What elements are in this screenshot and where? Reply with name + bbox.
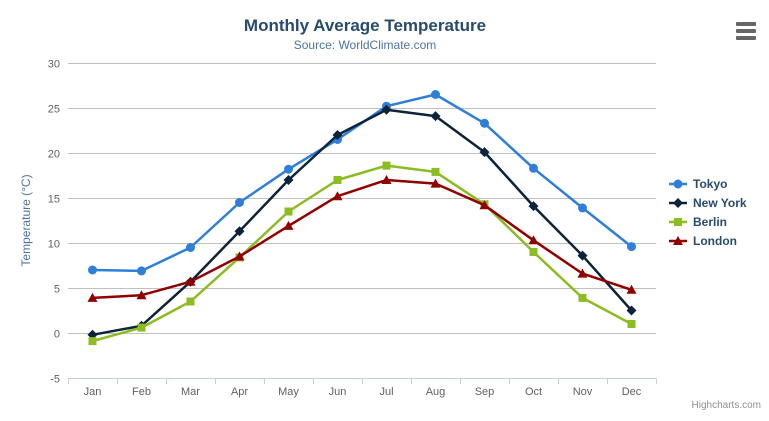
data-point-tokyo[interactable] [186,243,195,252]
data-point-berlin[interactable] [186,297,195,306]
legend-item-tokyo[interactable]: Tokyo [668,174,747,193]
highcharts-credit[interactable]: Highcharts.com [691,400,761,411]
data-point-tokyo[interactable] [627,242,636,252]
legend-symbol-new-york[interactable] [673,197,683,208]
data-point-london[interactable] [136,290,147,300]
data-point-berlin[interactable] [431,167,440,176]
data-point-new-york[interactable] [479,147,490,158]
data-point-new-york[interactable] [430,111,441,122]
data-point-london[interactable] [283,220,294,230]
data-point-new-york[interactable] [528,201,539,212]
data-point-tokyo[interactable] [284,164,293,174]
data-point-london[interactable] [626,284,637,294]
data-point-london[interactable] [332,191,343,201]
data-point-tokyo[interactable] [578,203,587,213]
x-axis-tick-label: Jul [379,386,393,398]
x-axis-tick-label: Jan [84,386,102,398]
data-point-tokyo[interactable] [235,198,244,207]
data-point-tokyo[interactable] [529,163,538,173]
legend-marker-london [669,235,687,245]
y-axis-tick-label: 30 [48,59,60,71]
data-point-berlin[interactable] [333,176,342,184]
y-axis-tick-label: 20 [48,149,60,161]
legend-item-new-york[interactable]: New York [668,193,747,212]
data-point-london[interactable] [577,268,588,278]
data-point-london[interactable] [87,292,98,302]
y-axis-tick-label: -5 [50,374,60,386]
data-point-berlin[interactable] [137,323,146,332]
data-point-new-york[interactable] [332,130,343,140]
y-axis-tick-label: 0 [54,329,60,341]
y-axis-tick-label: 10 [48,239,60,251]
y-axis-tick-label: 5 [54,284,60,296]
hamburger-icon[interactable] [736,22,756,43]
data-point-berlin[interactable] [627,320,636,328]
legend-marker-new-york [669,197,687,208]
legend-label-tokyo: Tokyo [693,176,728,191]
legend-symbol-berlin[interactable] [674,217,682,226]
data-point-berlin[interactable] [284,207,293,216]
legend-marker-tokyo [669,179,687,188]
data-point-berlin[interactable] [529,248,538,256]
legend-symbol-tokyo[interactable] [673,179,683,188]
data-point-tokyo[interactable] [480,118,489,128]
data-point-berlin[interactable] [578,293,587,302]
data-point-tokyo[interactable] [431,90,440,99]
data-point-new-york[interactable] [577,250,588,261]
x-axis-tick-label: Oct [525,386,542,398]
data-point-new-york[interactable] [283,175,294,185]
hamburger-bar [736,36,756,40]
chart-subtitle: Source: WorldClimate.com [293,38,437,52]
legend-label-new-york: New York [693,195,747,210]
x-axis-tick-label: Nov [573,386,593,398]
x-axis-tick-label: May [278,386,299,398]
series-london [87,175,637,302]
hamburger-bar [736,29,756,33]
series-line-berlin [91,164,633,343]
legend-marker-berlin [669,217,687,226]
data-point-tokyo[interactable] [88,265,97,275]
x-axis-tick-label: Dec [622,386,642,398]
legend-label-berlin: Berlin [693,214,728,229]
data-point-london[interactable] [381,175,392,184]
x-axis-tick-label: Jun [329,386,347,398]
x-axis-tick-label: Sep [475,386,495,398]
hamburger-bar [736,22,756,26]
x-axis-tick-label: Aug [426,386,446,398]
legend-label-london: London [693,233,737,248]
y-axis-title: Temperature (°C) [19,174,33,266]
y-axis-tick-label: 25 [48,104,60,116]
data-point-new-york[interactable] [626,305,637,316]
data-point-tokyo[interactable] [137,266,146,276]
chart-title: Monthly Average Temperature [243,16,487,35]
series-line-tokyo [91,93,633,273]
chart-legend: Tokyo New York Berlin London [668,174,747,250]
x-axis-tick-label: Mar [181,386,200,398]
legend-symbol-london[interactable] [673,235,683,245]
data-point-berlin[interactable] [88,337,97,346]
y-axis-tick-label: 15 [48,194,60,206]
x-axis-tick-label: Apr [231,386,248,398]
x-axis-tick-label: Feb [132,386,151,398]
series-line-new-york [91,108,633,337]
data-point-london[interactable] [234,251,245,261]
data-point-london[interactable] [528,235,539,245]
series-tokyo [88,90,636,276]
data-point-london[interactable] [479,200,490,210]
data-point-new-york[interactable] [234,226,245,237]
series-new-york [87,104,637,340]
legend-item-berlin[interactable]: Berlin [668,212,747,231]
legend-item-london[interactable]: London [668,231,747,250]
data-point-berlin[interactable] [382,161,391,170]
data-point-london[interactable] [185,276,196,286]
data-point-new-york[interactable] [381,104,392,115]
series-line-london [91,178,633,300]
data-point-london[interactable] [430,178,441,188]
